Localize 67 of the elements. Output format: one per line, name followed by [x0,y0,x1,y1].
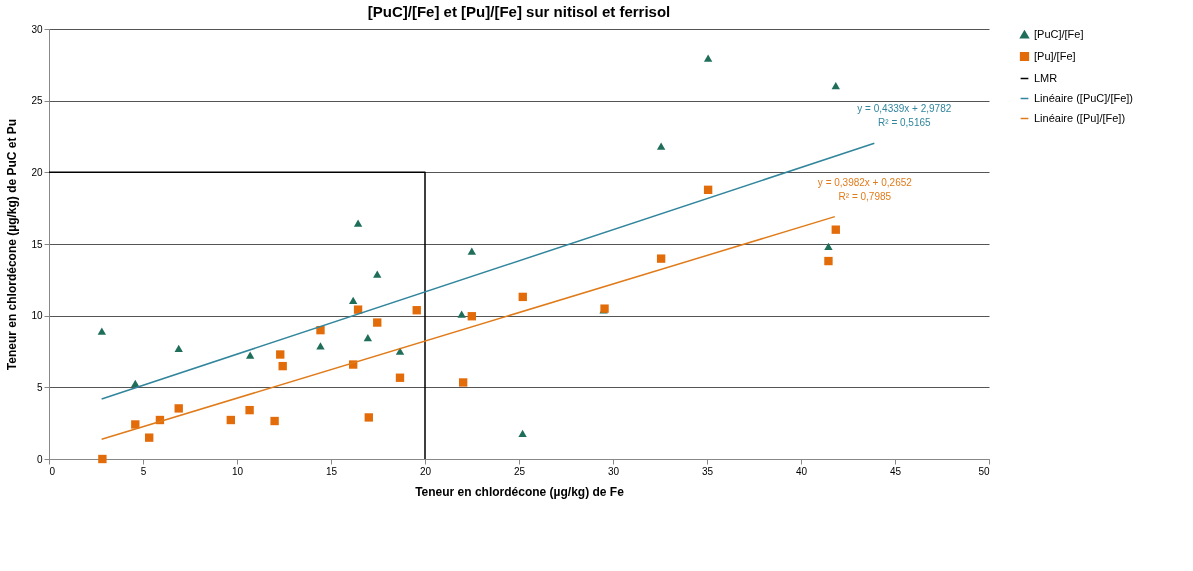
point [395,373,405,382]
x-tick-label: 5 [140,465,147,477]
point [518,292,527,302]
legend-label: [Pu]/[Fe] [1034,49,1076,62]
legend-label: LMR [1034,71,1058,84]
y-tick-label: 10 [31,310,43,322]
point [703,185,713,194]
point [656,142,666,150]
point [353,219,363,227]
point [363,333,373,342]
point [226,415,235,425]
point [373,270,382,278]
point [349,296,358,304]
point [98,454,107,464]
y-tick-label: 15 [31,238,43,250]
point [245,405,254,415]
point [276,350,285,359]
legend-label: Linéaire ([PuC]/[Fe]) [1034,91,1134,104]
point [831,81,840,90]
point [364,413,373,422]
point [467,312,476,321]
x-tick-label: 25 [513,465,526,477]
point [97,327,107,335]
point [131,420,140,429]
annotation: y = 0,3982x + 0,2652 [817,176,913,188]
point [270,416,279,426]
point [831,225,840,234]
x-tick-label: 45 [889,465,902,477]
x-tick-label: 50 [978,465,990,477]
y-tick-label: 30 [31,23,43,35]
y-tick-label: 25 [31,95,43,107]
point [412,306,421,315]
point [245,351,255,359]
point [518,429,527,437]
chart-title: [PuC]/[Fe] et [Pu]/[Fe] sur nitisol et ferrisol [367,3,671,20]
legend-label: Linéaire ([Pu]/[Fe]) [1034,111,1126,124]
x-tick-label: 40 [795,465,808,477]
point [656,254,666,263]
point [703,54,713,62]
x-tick-label: 30 [607,465,620,477]
x-tick-label: 15 [325,465,338,477]
point [457,310,466,318]
y-axis-title: Teneur en chlordécone (µg/kg) de PuC et Pu [5,118,20,371]
point [824,242,833,251]
y-tick-label: 0 [36,453,43,465]
point [467,247,476,255]
legend-label: [PuC]/[Fe] [1034,27,1084,40]
y-tick-label: 5 [36,381,43,393]
point [373,318,382,327]
x-tick-label: 0 [49,465,56,477]
point [824,256,833,266]
annotation: R² = 0,7985 [838,190,892,202]
x-tick-label: 10 [231,465,244,477]
point [458,378,468,387]
point [174,344,183,353]
point [353,305,363,314]
point [278,361,287,371]
point [131,379,140,388]
y-tick-label: 20 [31,166,43,178]
annotation: R² = 0,5165 [878,117,932,129]
annotation: y = 0,4339x + 2,9782 [857,103,952,115]
x-axis-title: Teneur en chlordécone (µg/kg) de Fe [415,484,625,499]
point [174,404,183,413]
x-tick-label: 20 [419,465,432,477]
point [316,342,325,350]
point [145,433,154,442]
x-tick-label: 35 [701,465,714,477]
